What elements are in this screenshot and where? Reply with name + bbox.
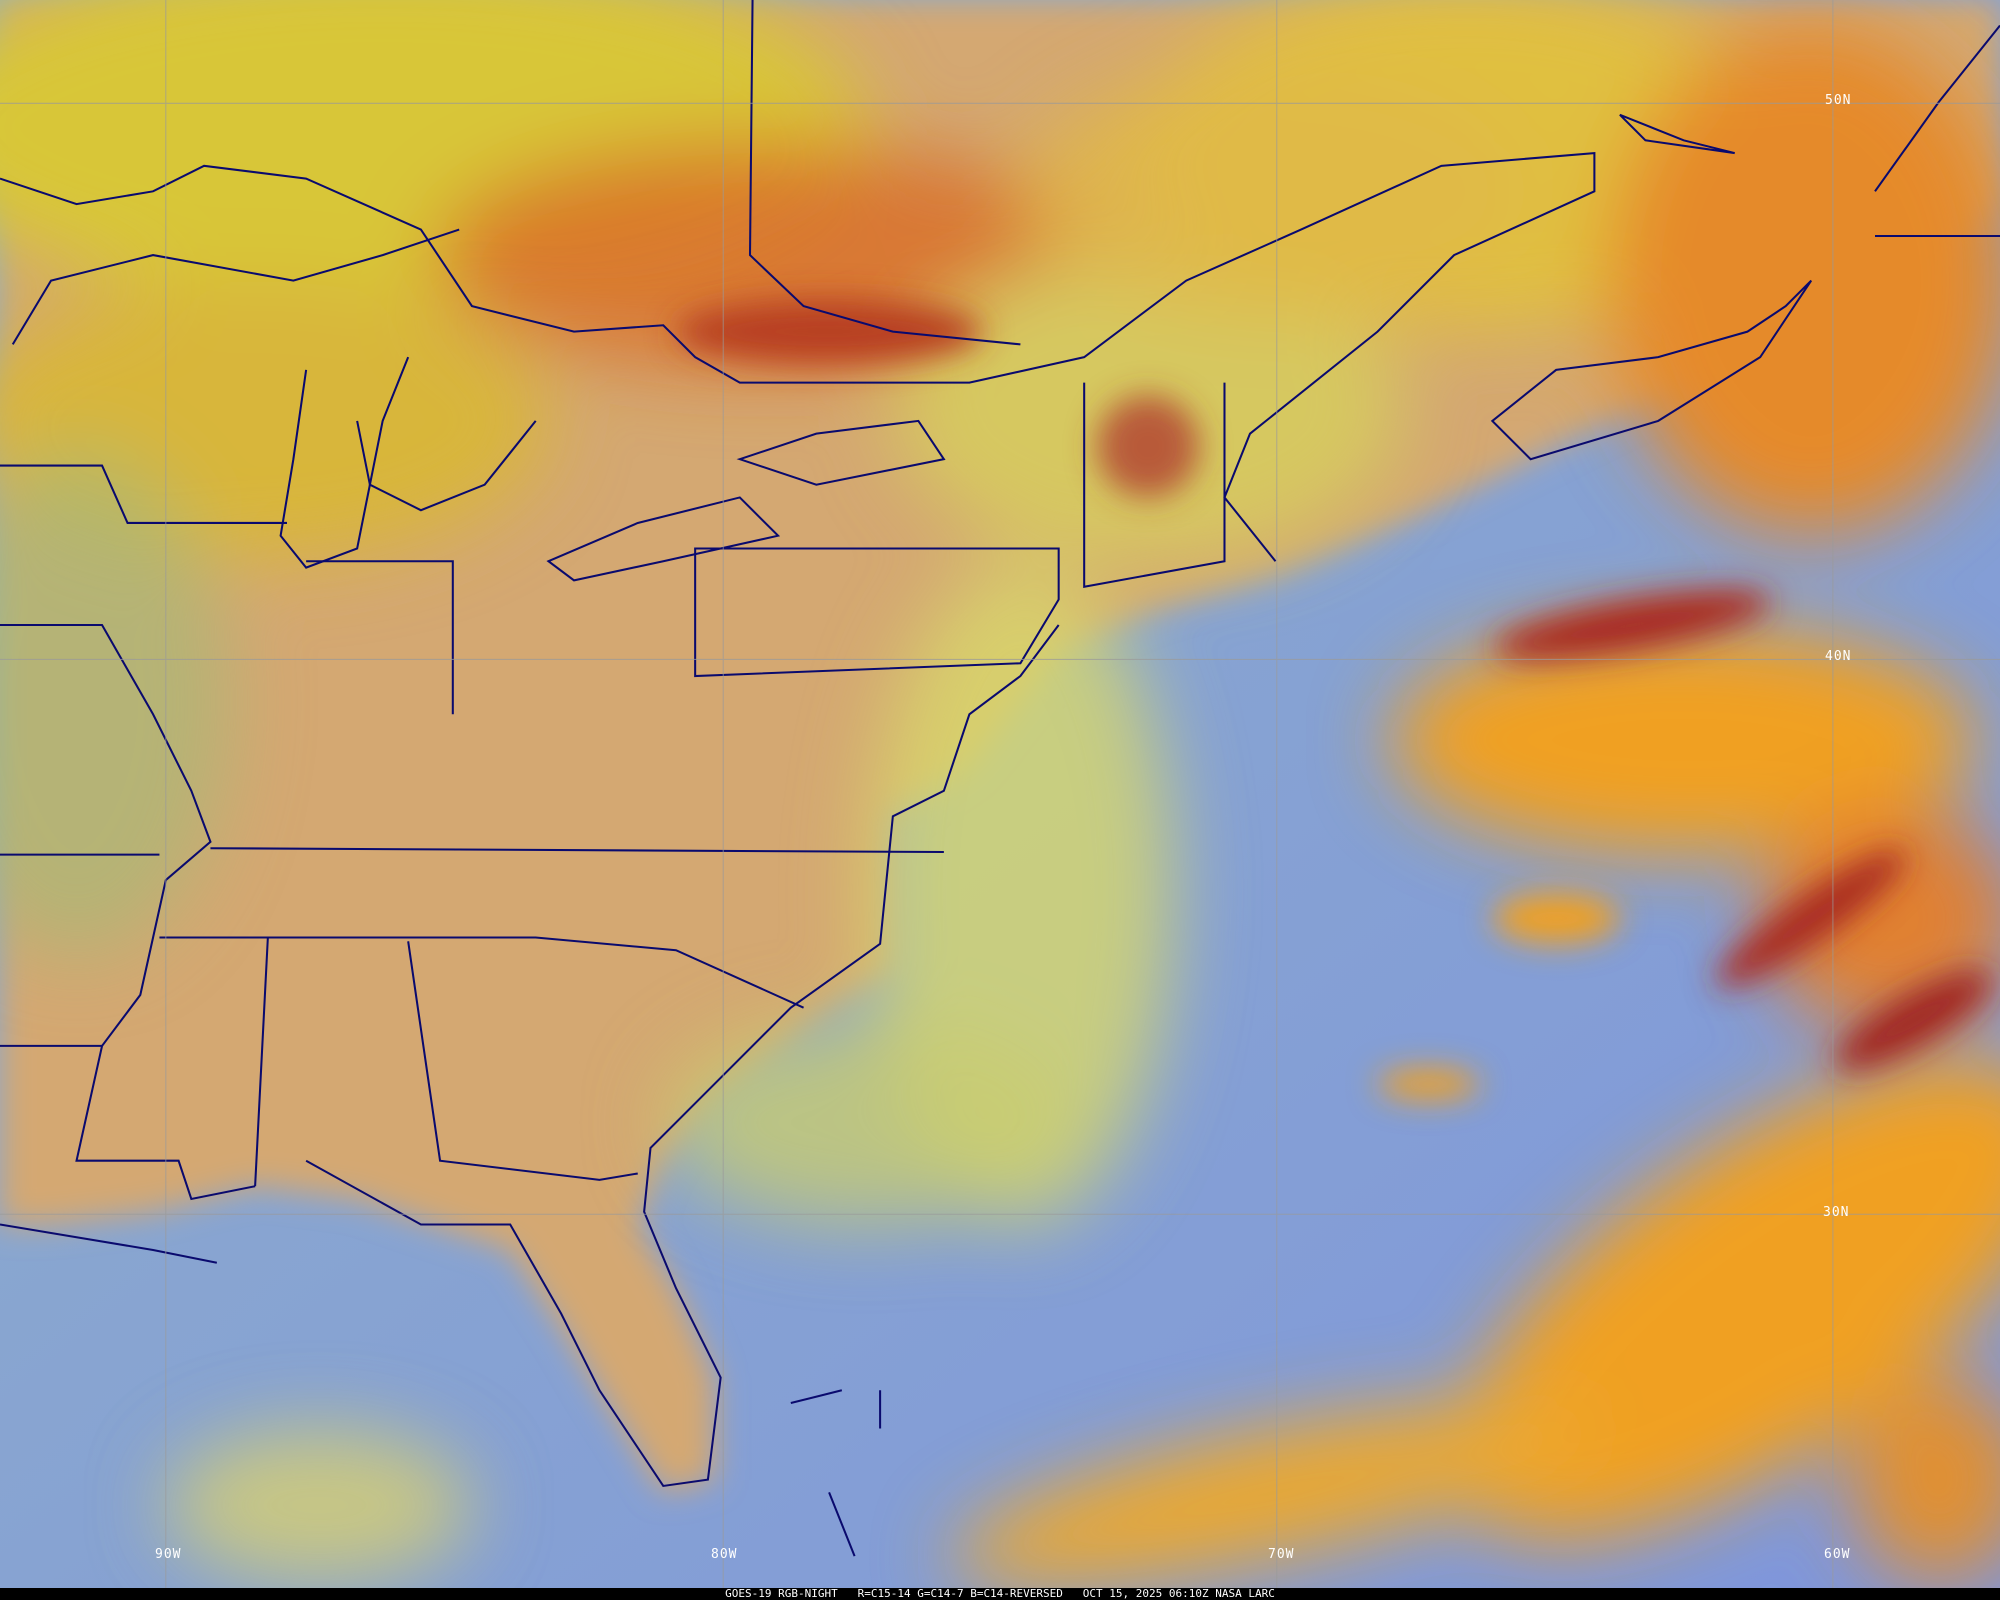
longitude-label-80w: 80W <box>711 1547 738 1562</box>
caption-satellite: GOES-19 RGB-NIGHT <box>725 1587 838 1600</box>
longitude-label-70w: 70W <box>1268 1547 1295 1562</box>
longitude-label-90w: 90W <box>155 1547 182 1562</box>
caption-recipe: R=C15-14 G=C14-7 B=C14-REVERSED <box>857 1587 1063 1600</box>
latitude-label-40n: 40N <box>1825 649 1852 664</box>
caption-timestamp: OCT 15, 2025 06:10Z NASA LARC <box>1082 1587 1275 1600</box>
political-boundaries <box>0 0 2000 1557</box>
latitude-label-50n: 50N <box>1825 93 1852 108</box>
latitude-label-30n: 30N <box>1823 1205 1850 1220</box>
image-caption-bar: GOES-19 RGB-NIGHT R=C15-14 G=C14-7 B=C14… <box>0 1588 2000 1600</box>
longitude-label-60w: 60W <box>1824 1547 1851 1562</box>
